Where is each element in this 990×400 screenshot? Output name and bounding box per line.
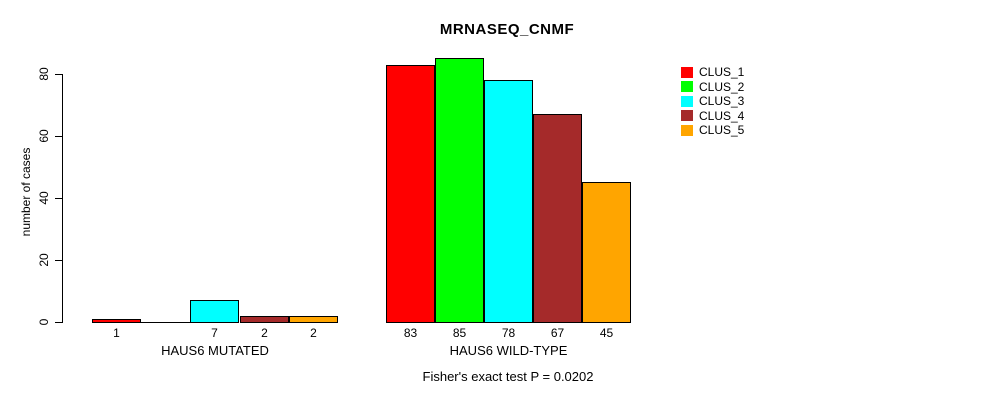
bar-clus_1-mutated	[92, 319, 141, 323]
y-tick-20	[55, 260, 62, 261]
y-tick-60	[55, 136, 62, 137]
legend-label-clus-3: CLUS_3	[699, 94, 745, 109]
bar-value-label-clus_4-mutated: 2	[261, 326, 268, 340]
bar-clus_3-wildtype	[484, 80, 533, 323]
legend-label-clus-4: CLUS_4	[699, 108, 745, 123]
bar-clus_2-mutated	[141, 322, 190, 323]
legend-row-clus-2: CLUS_2	[681, 80, 744, 95]
legend-swatch-clus-2	[681, 81, 693, 93]
legend-swatch-clus-1	[681, 66, 693, 78]
bar-value-label-clus_5-wildtype: 45	[599, 326, 614, 340]
bar-value-label-clus_3-wildtype: 78	[501, 326, 516, 340]
bar-clus_2-wildtype	[435, 58, 484, 323]
legend-label-clus-5: CLUS_5	[699, 123, 745, 138]
y-tick-80	[55, 74, 62, 75]
legend-row-clus-1: CLUS_1	[681, 65, 744, 80]
y-tick-40	[55, 198, 62, 199]
bar-clus_4-mutated	[240, 316, 289, 323]
y-tick-label-20: 20	[37, 253, 51, 267]
bar-clus_4-wildtype	[533, 114, 582, 323]
bar-clus_1-wildtype	[386, 65, 435, 323]
y-tick-label-0: 0	[37, 318, 51, 326]
y-tick-label-40: 40	[37, 191, 51, 205]
bar-value-label-clus_3-mutated: 7	[211, 326, 218, 340]
legend-swatch-clus-5	[681, 124, 693, 136]
bar-value-label-clus_2-wildtype: 85	[452, 326, 467, 340]
legend-label-clus-2: CLUS_2	[699, 79, 745, 94]
legend-swatch-clus-4	[681, 110, 693, 122]
fisher-test-caption: Fisher's exact test P = 0.0202	[422, 369, 594, 384]
bar-clus_3-mutated	[190, 300, 239, 323]
group-label-mutated: HAUS6 MUTATED	[161, 343, 269, 358]
legend-row-clus-4: CLUS_4	[681, 109, 744, 124]
bar-clus_5-mutated	[289, 316, 338, 323]
legend-label-clus-1: CLUS_1	[699, 65, 745, 80]
chart-title: MRNASEQ_CNMF	[439, 21, 575, 38]
legend-row-clus-5: CLUS_5	[681, 123, 744, 138]
y-axis-title: number of cases	[19, 147, 33, 237]
bar-clus_5-wildtype	[582, 182, 631, 323]
group-label-wildtype: HAUS6 WILD-TYPE	[449, 343, 568, 358]
bar-value-label-clus_1-mutated: 1	[113, 326, 120, 340]
legend-swatch-clus-3	[681, 95, 693, 107]
y-tick-label-80: 80	[37, 67, 51, 81]
y-axis-line	[62, 74, 63, 323]
legend: CLUS_1 CLUS_2 CLUS_3 CLUS_4 CLUS_5	[681, 65, 744, 138]
bar-value-label-clus_1-wildtype: 83	[403, 326, 418, 340]
bar-value-label-clus_4-wildtype: 67	[550, 326, 565, 340]
bar-value-label-clus_5-mutated: 2	[310, 326, 317, 340]
y-tick-0	[55, 322, 62, 323]
y-tick-label-60: 60	[37, 129, 51, 143]
legend-row-clus-3: CLUS_3	[681, 94, 744, 109]
